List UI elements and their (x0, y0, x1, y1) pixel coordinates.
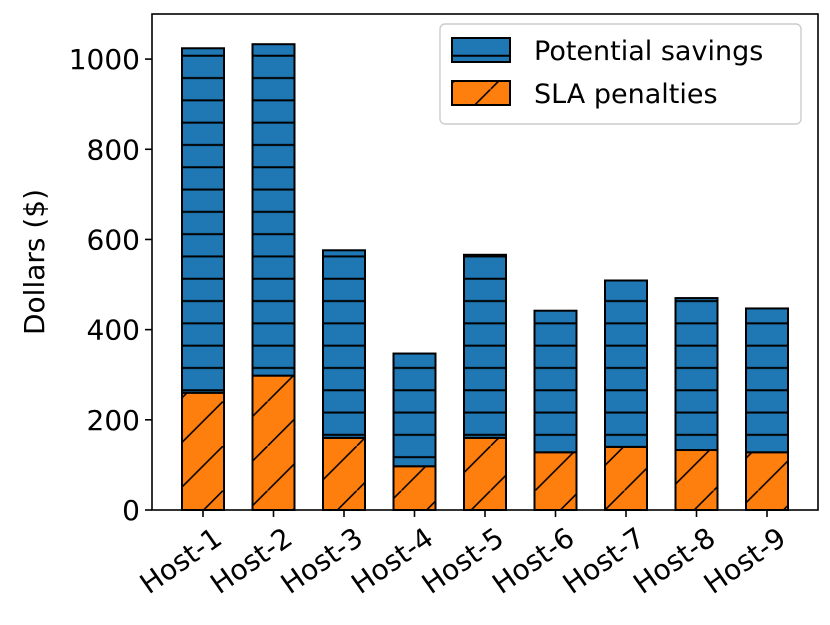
bar-host-6-sla-penalties (533, 451, 578, 511)
bars-group (181, 43, 789, 512)
legend-label-potential-savings: Potential savings (534, 36, 763, 67)
bar-host-5-sla-penalties (463, 436, 507, 512)
y-tick-label: 800 (87, 133, 140, 166)
bar-host-7-sla-penalties (604, 445, 648, 512)
bar-host-4-potential-savings (392, 352, 437, 468)
legend-swatch-sla-penalties (451, 80, 511, 106)
y-tick-label: 600 (87, 223, 140, 256)
bar-host-7-potential-savings (604, 279, 648, 448)
bar-host-6-potential-savings (533, 309, 578, 454)
bar-host-4-sla-penalties (392, 465, 437, 511)
y-axis-ticks: 0 200 400 600 800 1000 (69, 43, 152, 527)
y-tick-label: 200 (87, 404, 140, 437)
bar-host-9-sla-penalties (745, 451, 789, 511)
bar-host-3-sla-penalties (322, 436, 366, 512)
bar-host-3-potential-savings (322, 249, 366, 439)
legend-label-sla-penalties: SLA penalties (534, 79, 718, 110)
bar-host-1-potential-savings (181, 47, 225, 394)
legend-swatch-potential-savings (451, 37, 511, 63)
bar-host-9-potential-savings (745, 307, 789, 454)
bar-host-2-potential-savings (251, 43, 296, 377)
y-axis-label: Dollars ($) (18, 189, 51, 335)
bar-host-1-sla-penalties (181, 391, 225, 512)
bar-host-2-sla-penalties (251, 374, 296, 511)
bar-host-8-potential-savings (674, 297, 719, 452)
x-axis-ticks: Host-1Host-2Host-3Host-4Host-5Host-6Host… (134, 510, 792, 601)
y-tick-label: 1000 (69, 43, 140, 76)
y-tick-label: 0 (122, 494, 140, 527)
legend-box (439, 23, 802, 125)
plot-frame (151, 13, 819, 511)
x-tick-label: Host-9 (698, 521, 792, 601)
bar-host-5-potential-savings (463, 253, 507, 439)
bar-host-8-sla-penalties (674, 449, 719, 511)
y-tick-label: 400 (87, 314, 140, 347)
legend: Potential savings SLA penalties (439, 23, 802, 125)
